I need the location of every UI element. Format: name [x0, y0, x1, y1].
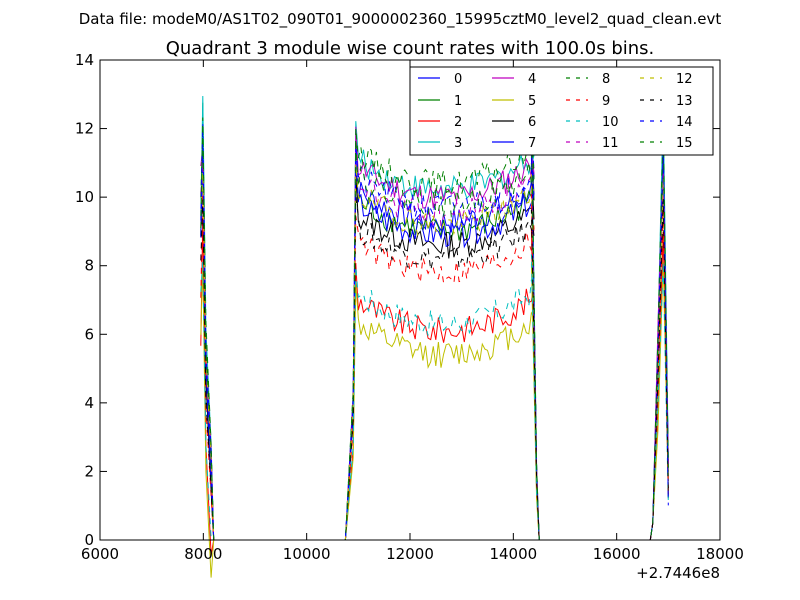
y-tick-label: 0: [84, 531, 94, 549]
x-tick-label: 10000: [283, 545, 331, 563]
x-tick-label: 18000: [696, 545, 744, 563]
legend-label: 0: [454, 72, 462, 87]
x-tick-label: 12000: [386, 545, 434, 563]
legend-label: 12: [676, 72, 693, 87]
legend-label: 7: [528, 136, 536, 151]
x-tick-label: 16000: [593, 545, 641, 563]
data-file-header: Data file: modeM0/AS1T02_090T01_90000023…: [79, 10, 722, 29]
y-tick-label: 8: [84, 257, 94, 275]
legend-label: 3: [454, 136, 462, 151]
legend-label: 1: [454, 94, 462, 109]
legend-label: 10: [602, 115, 619, 130]
legend-label: 6: [528, 115, 536, 130]
chart-title: Quadrant 3 module wise count rates with …: [166, 38, 655, 59]
legend-label: 15: [676, 136, 693, 151]
y-tick-label: 12: [75, 120, 94, 138]
x-tick-label: 6000: [81, 545, 119, 563]
legend-label: 9: [602, 94, 610, 109]
y-tick-label: 6: [84, 325, 94, 343]
legend-label: 2: [454, 115, 462, 130]
y-tick-label: 10: [75, 188, 94, 206]
series-layer: [200, 95, 669, 578]
x-tick-label: 14000: [489, 545, 537, 563]
legend-label: 8: [602, 72, 610, 87]
legend-label: 5: [528, 94, 536, 109]
x-tick-label: 8000: [184, 545, 222, 563]
x-offset-label: +2.7446e8: [636, 564, 720, 582]
series-line-15: [200, 117, 669, 541]
legend-label: 4: [528, 72, 536, 87]
series-line-13: [200, 197, 669, 541]
y-tick-label: 2: [84, 462, 94, 480]
legend-label: 14: [676, 115, 693, 130]
legend-box: [409, 66, 714, 156]
legend-label: 11: [602, 136, 619, 151]
ticks-layer: 6000 8000 10000 12000 14000 16000 180000246810…: [75, 51, 744, 563]
legend-label: 13: [676, 94, 693, 109]
y-tick-label: 14: [75, 51, 94, 69]
y-tick-label: 4: [84, 394, 94, 412]
